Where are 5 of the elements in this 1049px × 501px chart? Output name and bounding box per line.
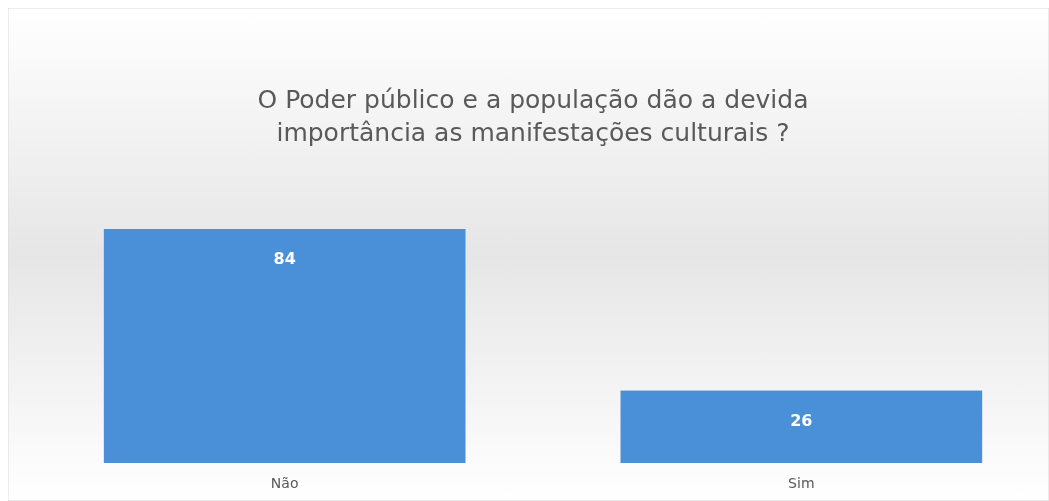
chart-title: O Poder público e a população dão a devida importância as manifestações culturais ? bbox=[257, 85, 809, 147]
data-label: 84 bbox=[273, 249, 296, 268]
x-tick-label: Sim bbox=[788, 475, 815, 491]
data-label: 26 bbox=[790, 410, 813, 430]
x-tick-label: Não bbox=[270, 475, 299, 491]
